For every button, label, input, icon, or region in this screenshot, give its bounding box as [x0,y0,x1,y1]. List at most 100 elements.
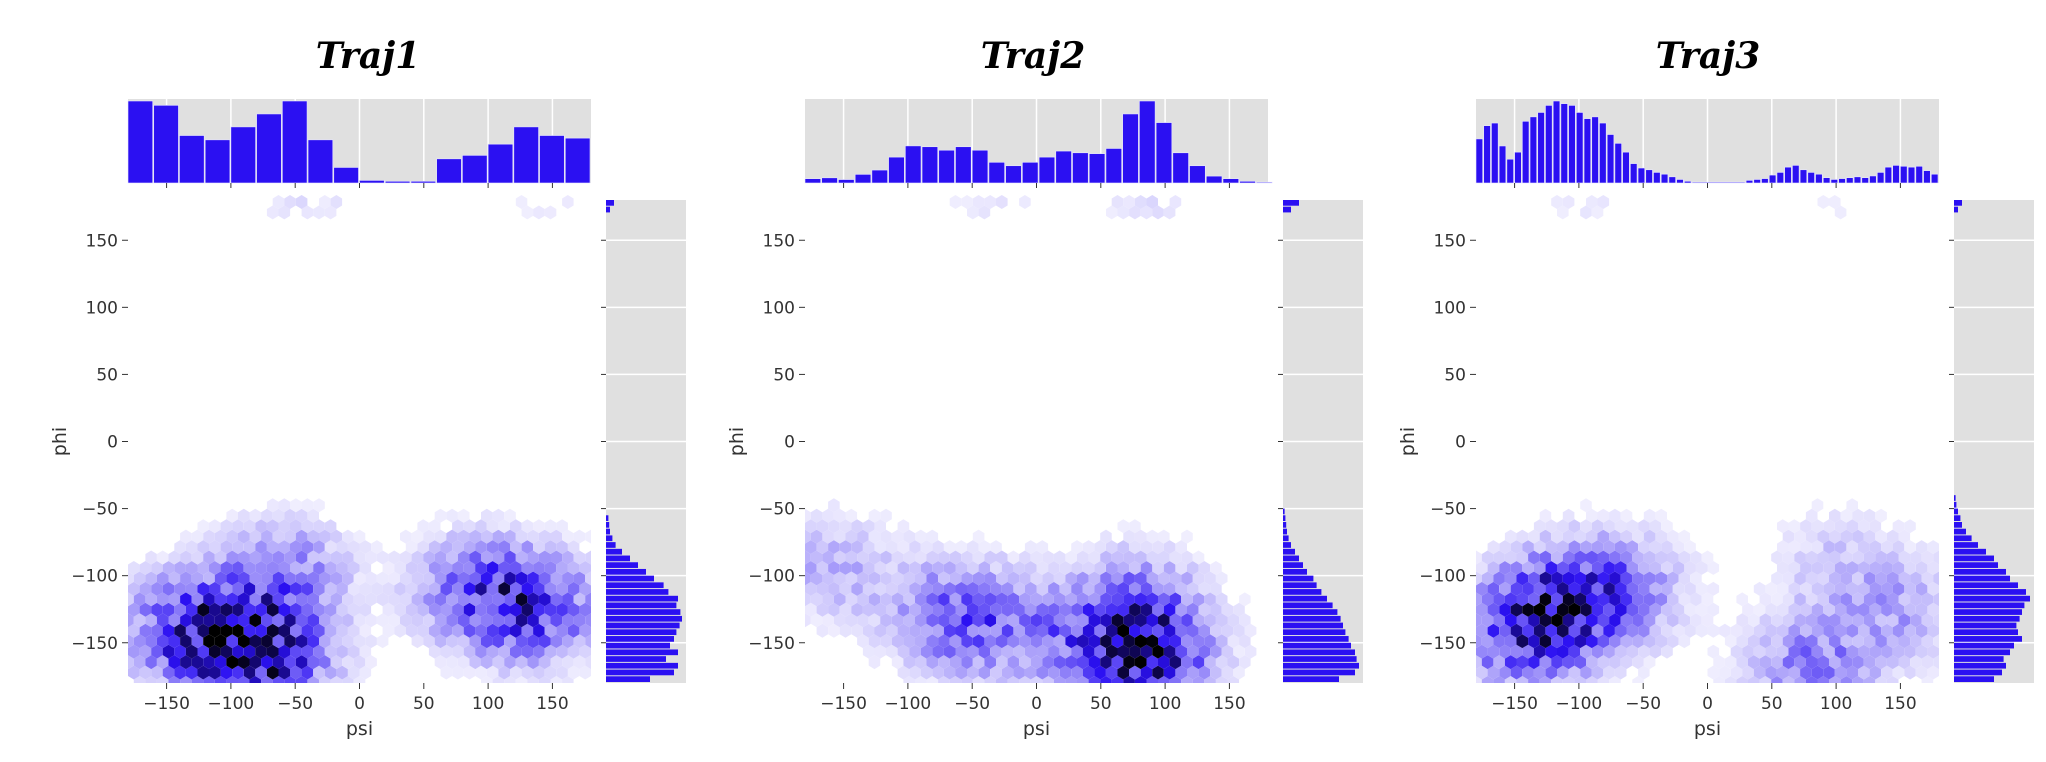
hexbin-cell [1487,623,1500,638]
hexbin-cell [1805,508,1818,523]
hexbin-cell [1123,592,1135,607]
hexbin-cell [434,508,447,523]
hexbin-cell [1736,655,1748,670]
hexbin-cell [168,571,181,586]
hexbin-cell [573,550,586,565]
hexbin-cell [1146,571,1158,586]
hexbin-cell [1106,644,1118,659]
hexbin-cell [1476,623,1488,638]
hexbin-cell [1499,665,1511,680]
x-tick-label: −100 [1556,694,1603,714]
hexbin-cell [984,676,996,683]
hexbin-cell [1823,623,1835,638]
hexbin-cell [1748,655,1760,670]
hexbin-cell [1210,561,1222,575]
x-histogram-bar [1830,179,1838,184]
y-histogram-bar [1283,649,1355,656]
hexbin-cell [423,571,435,586]
hexbin-cell [1875,655,1887,670]
hexbin-cell [567,623,580,638]
hexbin-cell [972,655,985,670]
hexbin-cell [180,613,192,628]
hexbin-cell [469,550,481,565]
hexbin-cell [452,519,464,534]
hexbin-cell [1603,665,1615,680]
hexbin-cell [272,592,285,607]
hexbin-cell [290,561,302,575]
hexbin-cell [1603,561,1615,575]
hexbin-cell [1910,655,1922,670]
hexbin-cell [168,550,181,565]
hexbin-cell [156,634,169,649]
hexbin-cell [128,581,140,596]
hexbin-cell [1007,571,1020,586]
hexbin-cell [833,613,846,628]
hexbin-cell [1215,571,1228,586]
chart-title: Traj2 [981,35,1086,77]
y-histogram-bar [1954,649,2010,656]
hexbin-cell [1939,582,1951,596]
hexbin-cell [255,623,267,638]
hexbin-cell [168,592,181,607]
y-histogram-bar [1283,615,1341,622]
hexbin-cell [932,665,944,680]
hexbin-cell [857,571,869,586]
hexbin-cell [1574,634,1586,649]
hexbin-cell [1568,561,1581,575]
x-histogram-bar [1606,134,1615,184]
y-histogram-bar [1954,528,1966,535]
hexbin-cell [295,613,308,628]
hexbin-cell [1846,519,1858,534]
hexbin-cell [1597,508,1610,523]
hexbin-cell [191,613,204,628]
hexbin-cell [1817,613,1829,628]
hexbin-cell [1863,676,1876,683]
hexbin-cell [1539,550,1552,565]
hexbin-cell [538,655,551,670]
hexbin-cell [862,602,875,617]
hexbin-cell [1858,644,1870,659]
hexbin-cell [920,644,933,659]
hexbin-cell [1557,644,1569,659]
hexbin-cell [1800,644,1812,659]
hexbin-cell [943,561,956,575]
hexbin-cell [365,613,377,628]
hexbin-cell [1030,613,1043,628]
hexbin-cell [1233,623,1245,638]
hexbin-cell [324,644,337,659]
hexbin-cell [1163,540,1176,554]
hexbin-cell [1690,550,1702,565]
hexbin-cell [313,498,325,513]
hexbin-cell [1672,623,1685,638]
hexbin-cell [1620,634,1633,649]
chart-panel-3: Traj3−150 −100 −50 0 50 100 150−150−100−500501… [1397,35,2034,740]
hexbin-cell [810,529,823,544]
hexbin-cell [1545,519,1557,534]
hexbin-cell [1545,581,1557,596]
hexbin-cell [845,529,858,544]
hexbin-cell [1580,581,1592,596]
hexbin-cell [909,581,921,596]
hexbin-cell [1811,519,1824,534]
hexbin-cell [1678,592,1691,607]
hexbin-cell [1858,540,1870,554]
hexbin-cell [400,613,412,628]
hexbin-cell [359,644,372,659]
hexbin-cell [886,644,898,659]
hexbin-cell [1614,623,1627,638]
hexbin-cell [272,508,285,523]
hexbin-cell [521,581,534,596]
hexbin-cell [1539,571,1552,586]
hexbin-cell [1562,195,1575,209]
hexbin-cell [203,529,215,544]
hexbin-cell [1036,540,1049,554]
hexbin-cell [544,644,557,659]
hexbin-cell [469,634,481,649]
x-histogram-bar [1838,178,1846,184]
hexbin-cell [1782,550,1795,565]
hexbin-cell [926,550,939,565]
x-histogram-bar [1907,166,1916,184]
hexbin-cell [903,550,915,565]
hexbin-cell [417,623,429,638]
hexbin-cell [156,655,169,670]
